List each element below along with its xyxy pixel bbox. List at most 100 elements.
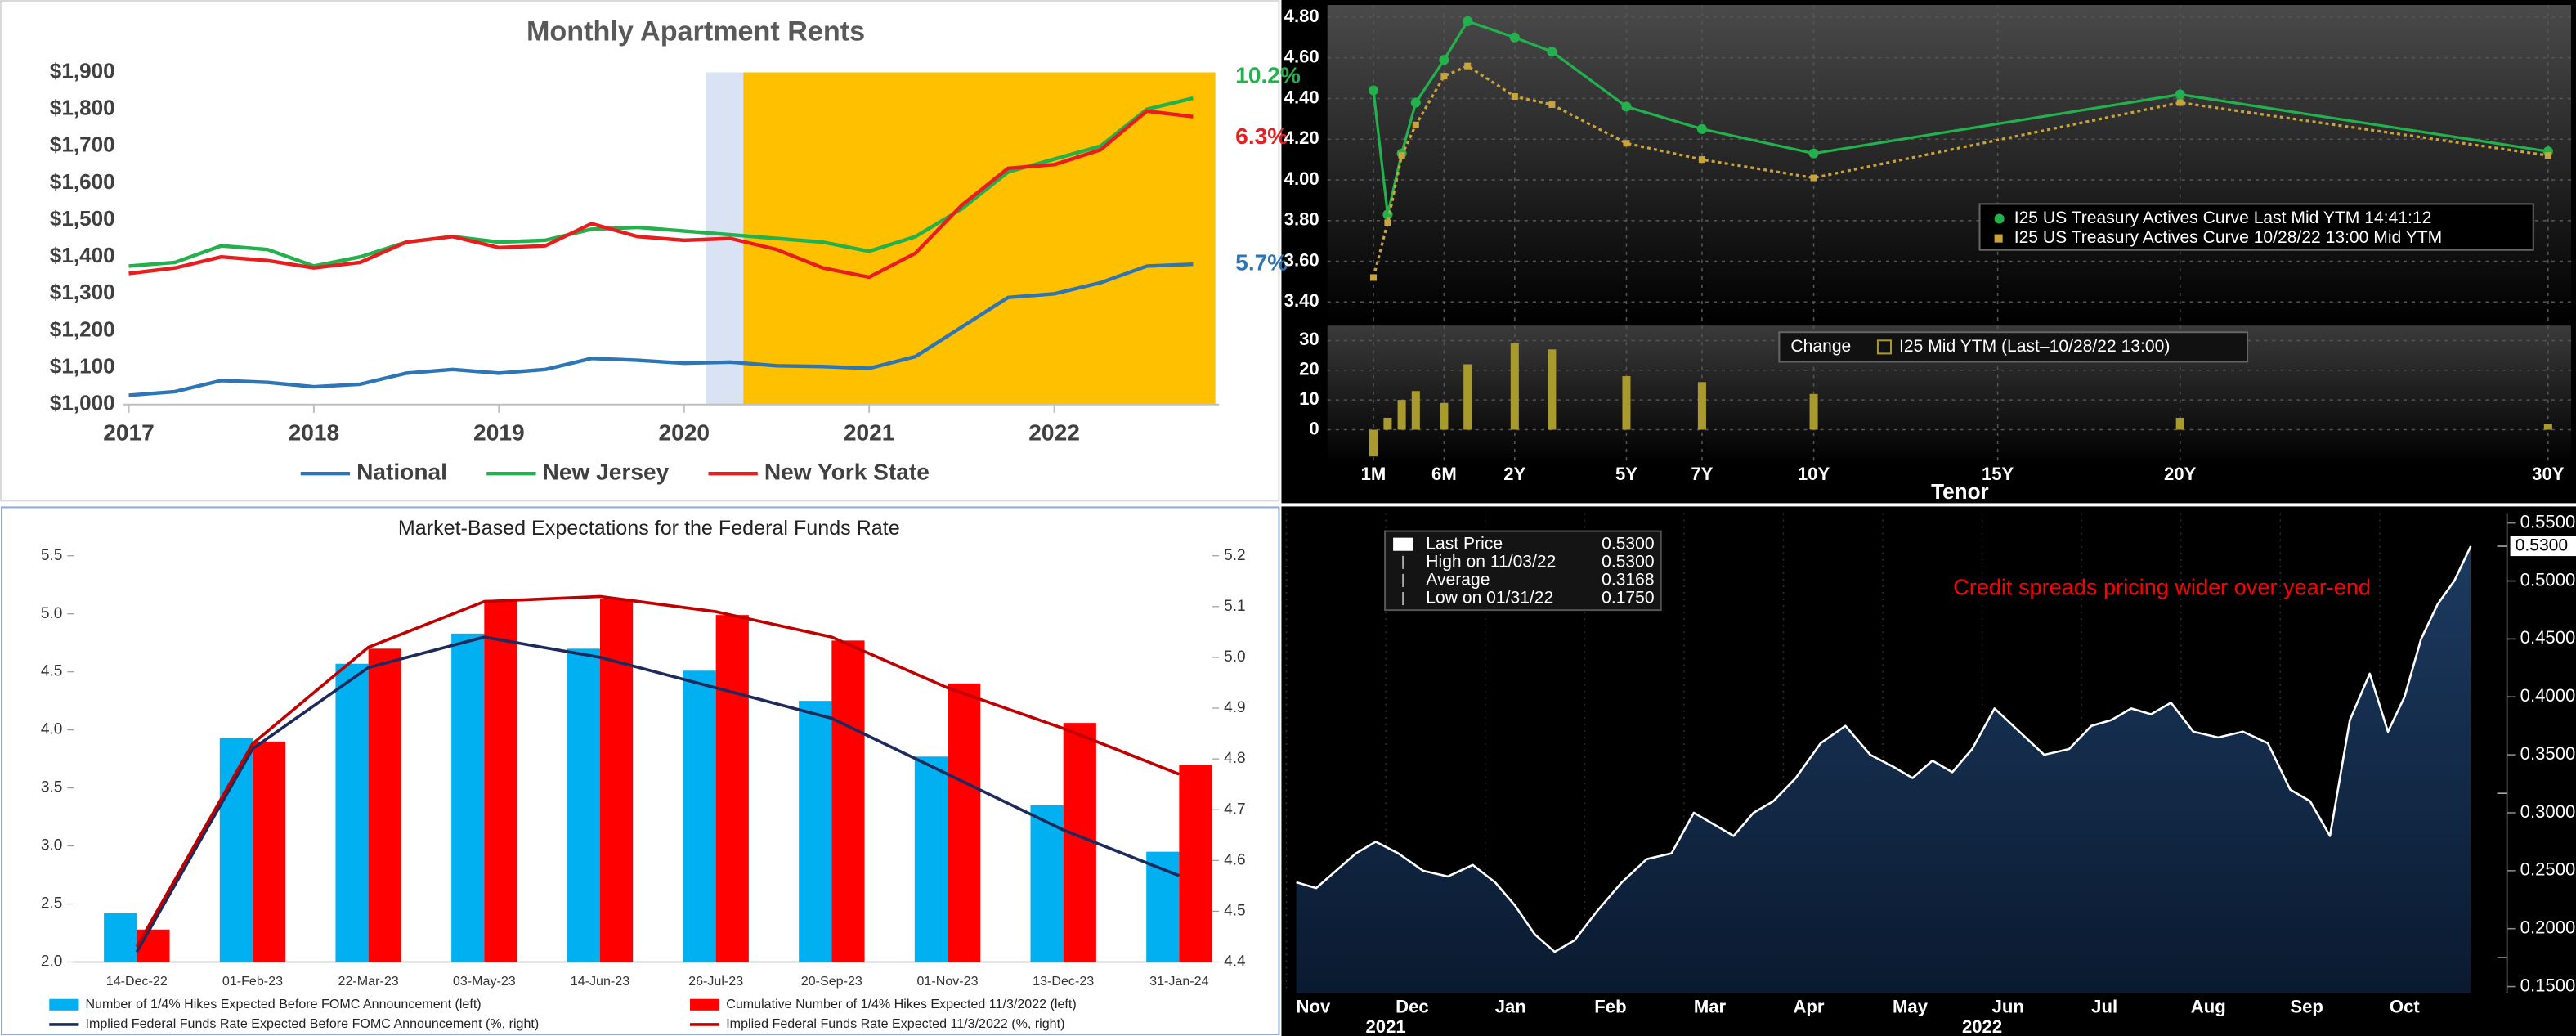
- end-label: 10.2%: [1235, 62, 1301, 87]
- y-tick-label: 3.0: [41, 837, 63, 854]
- x-tick-label: 5Y: [1615, 464, 1637, 484]
- bar: [1383, 417, 1392, 430]
- x-tick-label: 14-Jun-23: [571, 974, 629, 989]
- bar: [1809, 393, 1818, 430]
- legend-label: Implied Federal Funds Rate Expected 11/3…: [726, 1016, 1064, 1031]
- legend-label: Implied Federal Funds Rate Expected Befo…: [85, 1016, 539, 1031]
- series-line: [128, 96, 1194, 268]
- bar: [1440, 402, 1449, 430]
- last-price-tag: [2510, 536, 2576, 557]
- x-tick-label: 2022: [1028, 419, 1080, 445]
- marker: [1810, 174, 1817, 182]
- stats-value: 0.1750: [1602, 589, 1655, 608]
- x-tick-label: 20Y: [2164, 464, 2197, 484]
- x-tick-label: 15Y: [1982, 464, 2014, 484]
- x-tick-label: Jan: [1495, 997, 1526, 1017]
- x-tick-label: 20-Sep-23: [801, 974, 862, 989]
- x-tick-label: 2019: [473, 419, 525, 445]
- y2-tick-label: 4.6: [1224, 851, 1246, 868]
- y-tick-label: 3.60: [1284, 249, 1319, 270]
- y-tick-label: 0.5000: [2520, 569, 2576, 590]
- y-tick-label: 4.40: [1284, 87, 1319, 107]
- bar: [252, 741, 286, 962]
- y-tick-label: 0.4500: [2520, 627, 2576, 648]
- bar: [831, 640, 865, 962]
- y-tick-label: 0.3500: [2520, 743, 2576, 764]
- x-tick-label: 14-Dec-22: [106, 974, 168, 989]
- y-tick-label: 10: [1299, 388, 1319, 409]
- y-tick-label: 3.80: [1284, 209, 1319, 230]
- y-tick-label: 0.1500: [2520, 975, 2576, 995]
- bar: [948, 683, 981, 962]
- y-tick-label: 4.0: [41, 721, 63, 738]
- year-label: 2022: [1962, 1016, 2002, 1036]
- y-tick-label: $1,600: [50, 169, 115, 194]
- y2-tick-label: 5.2: [1224, 547, 1246, 564]
- bar: [1030, 805, 1064, 962]
- bar: [1463, 364, 1472, 430]
- y-tick-label: 2.0: [41, 953, 63, 971]
- x-tick-label: 2020: [658, 419, 710, 445]
- y2-tick-label: 4.8: [1224, 750, 1246, 767]
- bar: [715, 615, 749, 962]
- x-tick-label: Jul: [2091, 997, 2117, 1017]
- shaded-region: [743, 72, 1216, 405]
- stats-swatch: [1393, 537, 1413, 551]
- legend-swatch: [690, 998, 720, 1011]
- y-tick-label: 3.40: [1284, 290, 1319, 311]
- bar: [1622, 376, 1631, 430]
- series-line: [128, 262, 1194, 397]
- x-tick-label: Oct: [2390, 997, 2420, 1017]
- marker: [1398, 152, 1405, 159]
- marker: [1464, 62, 1472, 70]
- y-tick-label: $1,100: [50, 353, 115, 378]
- x-tick-label: Apr: [1793, 997, 1824, 1017]
- y-tick-label: 0.2500: [2520, 859, 2576, 880]
- x-tick-label: Dec: [1396, 997, 1429, 1017]
- legend-label: Cumulative Number of 1/4% Hikes Expected…: [726, 997, 1077, 1011]
- bar: [1697, 382, 1706, 430]
- x-tick-label: 2018: [289, 419, 340, 445]
- stats-value: 0.5300: [1602, 534, 1655, 553]
- bar: [1548, 349, 1557, 430]
- x-tick-label: 03-May-23: [453, 974, 516, 989]
- stats-value: 0.3168: [1602, 570, 1655, 589]
- series-line: [128, 109, 1194, 280]
- y-tick-label: 5.0: [41, 605, 63, 622]
- x-tick-label: 26-Jul-23: [688, 974, 743, 989]
- series-line: [135, 594, 1180, 948]
- y2-tick-label: 4.9: [1224, 699, 1246, 716]
- x-tick-label: 30Y: [2532, 464, 2565, 484]
- x-tick-label: Aug: [2191, 997, 2226, 1017]
- x-tick-label: 6M: [1431, 464, 1457, 484]
- y-tick-label: 20: [1299, 359, 1319, 379]
- marker: [1696, 123, 1707, 134]
- y-tick-label: $1,800: [50, 96, 115, 120]
- legend-swatch: [49, 998, 79, 1011]
- legend-box: [1978, 203, 2534, 251]
- y-tick-label: 5.5: [41, 547, 63, 564]
- marker: [1463, 16, 1473, 26]
- marker: [1369, 274, 1378, 281]
- marker: [1384, 219, 1391, 226]
- x-tick-label: 01-Feb-23: [222, 974, 283, 989]
- chart-title: Market-Based Expectations for the Federa…: [398, 517, 900, 540]
- legend-box: [1778, 331, 2249, 363]
- y-tick-label: 0.3000: [2520, 801, 2576, 822]
- x-tick-label: 10Y: [1798, 464, 1830, 484]
- y-tick-label: $1,400: [50, 243, 115, 267]
- bar: [683, 670, 716, 962]
- bar: [2543, 424, 2552, 430]
- x-tick-label: 2021: [844, 419, 895, 445]
- x-tick-label: Feb: [1594, 997, 1626, 1017]
- y-tick-label: 4.80: [1284, 6, 1319, 26]
- bar: [567, 648, 600, 962]
- stats-label: Last Price: [1426, 534, 1503, 553]
- y2-tick-label: 5.1: [1224, 598, 1246, 615]
- marker: [1440, 73, 1448, 80]
- legend-label: New Jersey: [543, 460, 670, 485]
- y2-tick-label: 4.7: [1224, 801, 1246, 818]
- chart-title: Monthly Apartment Rents: [526, 16, 865, 47]
- y-tick-label: 0.5500: [2520, 512, 2576, 532]
- y-tick-label: 4.00: [1284, 168, 1319, 189]
